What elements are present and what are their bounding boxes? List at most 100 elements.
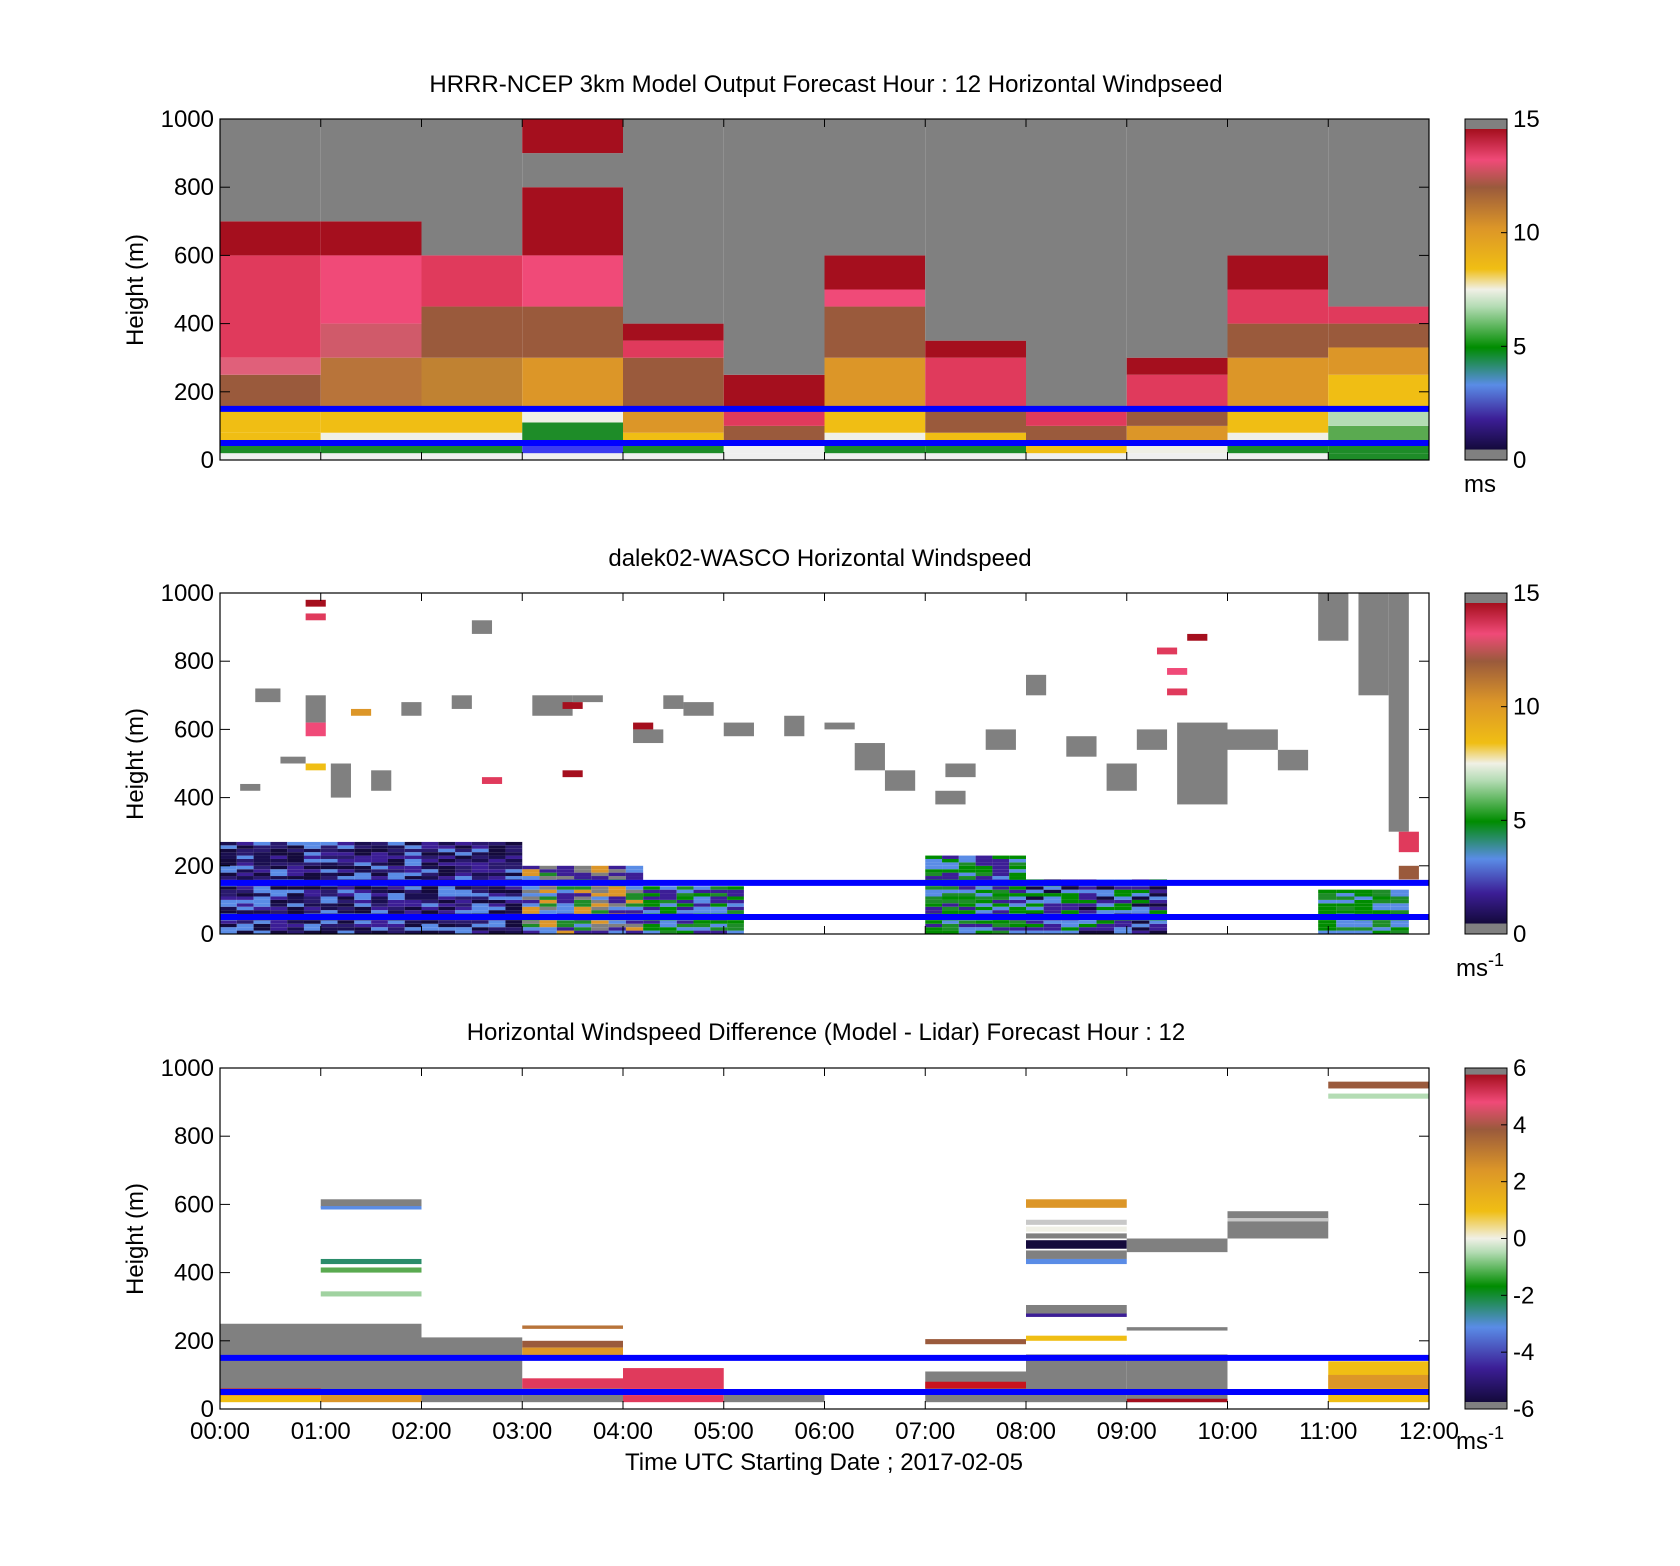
lidar-cell	[925, 899, 943, 904]
lidar-cell	[992, 903, 1010, 907]
lidar-cell	[539, 886, 557, 890]
lidar-cell	[556, 930, 575, 934]
model-cell	[1126, 357, 1228, 375]
lidar-cell	[1096, 903, 1115, 907]
lidar-cell	[625, 923, 644, 928]
model-cell	[1328, 442, 1429, 454]
lidar-cell	[270, 889, 288, 894]
lidar-cell	[539, 930, 557, 934]
lidar-cell	[320, 876, 338, 880]
x-tick-label: 00:00	[190, 1418, 250, 1445]
lidar-gray-cell	[633, 729, 664, 744]
lidar-cell	[625, 896, 644, 900]
lidar-cell	[942, 876, 959, 880]
lidar-cell	[220, 858, 237, 863]
lidar-cell	[505, 903, 523, 907]
lidar-cell	[220, 906, 237, 911]
lidar-cell	[1096, 906, 1115, 911]
model-cell	[522, 306, 623, 358]
model-cell	[421, 453, 523, 460]
lidar-cell	[1009, 930, 1026, 934]
diff-cell	[723, 1391, 825, 1403]
lidar-cell	[1149, 903, 1168, 907]
lidar-cell	[958, 896, 976, 900]
lidar-cell	[354, 889, 372, 894]
diff-cell	[522, 1325, 623, 1329]
lidar-cell	[253, 855, 271, 859]
lidar-cell	[371, 930, 388, 934]
lidar-cell	[727, 886, 744, 890]
lidar-cell	[455, 893, 472, 897]
diff-cell	[1328, 1374, 1429, 1389]
diff-cell	[1026, 1226, 1127, 1232]
lidar-cell	[354, 872, 372, 877]
lidar-cell	[1096, 920, 1115, 924]
lidar-cell	[371, 876, 388, 880]
lidar-cell	[337, 889, 355, 894]
lidar-cell	[1318, 889, 1337, 894]
lidar-cell	[1372, 923, 1391, 928]
lidar-cell	[1096, 896, 1115, 900]
lidar-cell	[287, 841, 304, 846]
lidar-cell	[337, 920, 355, 924]
lidar-cell	[1096, 886, 1115, 890]
colorbar-tick-label: 2	[1513, 1169, 1526, 1196]
model-cell	[220, 432, 321, 443]
model-cell	[623, 432, 724, 443]
lidar-cell	[1026, 927, 1044, 931]
lidar-cell	[1131, 930, 1150, 934]
model-cell	[1328, 119, 1429, 307]
model-cell	[220, 357, 321, 375]
lidar-cell	[659, 910, 677, 914]
lidar-cell	[608, 872, 626, 877]
lidar-cell	[975, 920, 993, 924]
lidar-cell	[488, 889, 506, 894]
lidar-cell	[710, 903, 728, 907]
lidar-cell	[270, 906, 288, 911]
lidar-cell	[354, 862, 372, 866]
lidar-cell	[942, 865, 959, 870]
lidar-gray-cell	[683, 702, 714, 716]
lidar-cell	[1009, 896, 1026, 900]
lidar-cell	[404, 923, 422, 928]
lidar-cell	[438, 869, 456, 873]
lidar-cell	[505, 906, 523, 911]
model-cell	[623, 453, 724, 460]
lidar-cell	[925, 896, 943, 900]
diff-cell	[1227, 1211, 1329, 1239]
lidar-cell	[539, 910, 557, 914]
lidar-cell	[992, 855, 1010, 859]
model-cell	[421, 442, 523, 454]
lidar-cell	[354, 865, 372, 870]
lidar-cell	[659, 899, 677, 904]
lidar-cell	[522, 930, 540, 934]
lidar-cell	[727, 906, 744, 911]
lidar-cell	[404, 927, 422, 931]
lidar-cell	[992, 906, 1010, 911]
lidar-cell	[958, 855, 976, 859]
model-cell	[1328, 408, 1429, 426]
lidar-cell	[438, 923, 456, 928]
x-tick-label: 09:00	[1097, 1418, 1157, 1445]
lidar-cell	[488, 869, 506, 873]
lidar-cell	[958, 865, 976, 870]
panel-lidar-colorbar-ticks: 0 5 10 15	[1501, 580, 1540, 948]
lidar-cell	[220, 872, 237, 877]
lidar-cell	[354, 896, 372, 900]
lidar-cell	[556, 920, 575, 924]
lidar-cell	[522, 865, 540, 870]
lidar-cell	[958, 899, 976, 904]
lidar-cell	[925, 910, 943, 914]
lidar-cell	[522, 886, 540, 890]
lidar-cell	[693, 920, 711, 924]
lidar-cell	[455, 858, 472, 863]
lidar-cell	[1096, 927, 1115, 931]
lidar-cell	[975, 899, 993, 904]
lidar-cell	[455, 889, 472, 894]
lidar-accent-cell	[305, 599, 326, 607]
model-cell	[723, 408, 825, 426]
lidar-cell	[1149, 927, 1168, 931]
lidar-cell	[1149, 906, 1168, 911]
x-tick-label: 01:00	[291, 1418, 351, 1445]
